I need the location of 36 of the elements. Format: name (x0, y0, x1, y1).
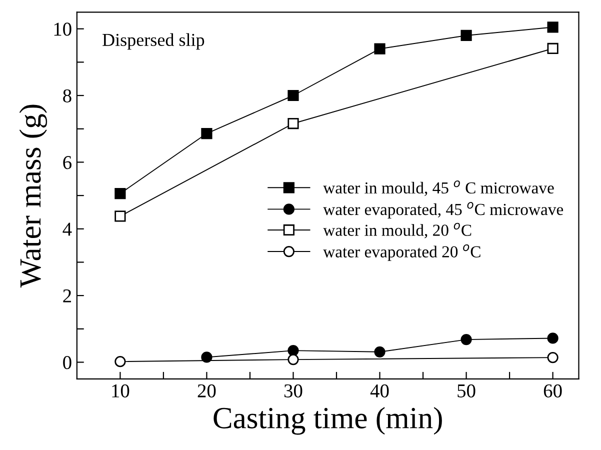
x-tick-label: 10 (112, 384, 130, 398)
x-tick-label: 30 (284, 384, 302, 398)
point (114, 210, 126, 222)
y-tick-label: 0 (63, 356, 72, 370)
annotation: Dispersed slip (102, 33, 204, 50)
y-tick-label: 4 (62, 222, 72, 236)
point (201, 352, 212, 363)
legend-label: water evaporated, 45 $^{o}$C microwave (323, 202, 564, 218)
y-tick-label: 2 (63, 289, 71, 302)
x-tick-label: 40 (370, 384, 389, 398)
point (460, 30, 472, 42)
point (374, 43, 386, 54)
y-tick-label: 10 (54, 22, 72, 36)
point (288, 354, 299, 366)
legend-label: water in mould, 45 $^{o}$ C microwave (323, 180, 554, 196)
y-tick-label: 8 (63, 89, 72, 102)
x-tick-label: 20 (198, 384, 216, 398)
y-axis-title: Water mass (g) (19, 104, 48, 288)
point (201, 128, 212, 140)
point (114, 356, 126, 368)
point (288, 345, 299, 356)
point (547, 42, 558, 54)
point (114, 188, 126, 200)
point (460, 334, 472, 346)
point (374, 346, 386, 358)
legend-label: water in mould, 20 $^{o}$C (323, 222, 472, 238)
point (547, 22, 558, 33)
x-axis-title: Casting time (min) (214, 406, 442, 435)
point (288, 118, 299, 130)
point (547, 332, 558, 344)
y-tick-label: 6 (63, 156, 72, 170)
point (547, 352, 558, 364)
x-tick-label: 60 (544, 384, 562, 398)
legend-label: water evaporated 20 $^{o}$C (323, 244, 480, 261)
point (288, 90, 299, 102)
x-tick-label: 50 (458, 384, 476, 398)
